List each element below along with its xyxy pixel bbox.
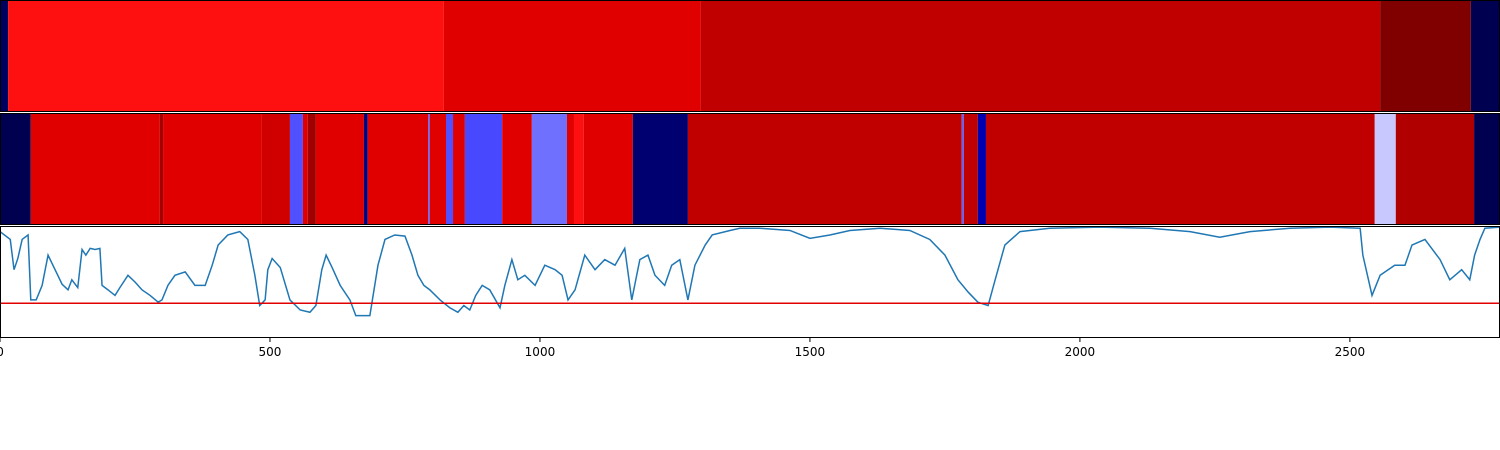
x-tick-label: 2500 [1335, 345, 1366, 359]
data-line [0, 226, 1500, 317]
strip-segment [307, 113, 316, 225]
strip-segment [453, 113, 465, 225]
x-tick-label: 0 [0, 345, 4, 359]
strip-segment [464, 113, 503, 225]
strip-segment [0, 113, 31, 225]
strip-segment [1374, 113, 1396, 225]
strip-segment [583, 113, 633, 225]
strip-segment [446, 113, 454, 225]
strip-segment [573, 113, 584, 225]
strip-segment [961, 113, 964, 225]
x-tick-label: 1500 [795, 345, 826, 359]
strip-segment [363, 113, 368, 225]
strip-segment [700, 0, 1381, 112]
strip-segment [687, 113, 962, 225]
panel-frame [0, 226, 1500, 338]
strip-segment [302, 113, 308, 225]
strip-segment [8, 0, 444, 112]
strip-segment [429, 113, 447, 225]
strip-segment [566, 113, 574, 225]
strip-segment [315, 113, 364, 225]
strip-segment [1474, 113, 1500, 225]
strip-segment [443, 0, 701, 112]
strip-segment [30, 113, 160, 225]
strip-segment [367, 113, 429, 225]
strip-segment [1470, 0, 1500, 112]
strip-segment [0, 0, 9, 112]
strip-segment [977, 113, 986, 225]
strip-segment [261, 113, 290, 225]
strip-segment [428, 113, 430, 225]
strip-segment [289, 113, 303, 225]
strip-segment [159, 113, 164, 225]
x-tick-label: 1000 [525, 345, 556, 359]
strip-segment [531, 113, 567, 225]
x-tick-label: 500 [259, 345, 282, 359]
strip-segment [163, 113, 262, 225]
strip-segment [963, 113, 978, 225]
x-tick-label: 2000 [1065, 345, 1096, 359]
strip-segment [632, 113, 688, 225]
strip-segment [1395, 113, 1475, 225]
strip-segment [1380, 0, 1471, 112]
strip-segment [502, 113, 532, 225]
strip-segment [985, 113, 1375, 225]
